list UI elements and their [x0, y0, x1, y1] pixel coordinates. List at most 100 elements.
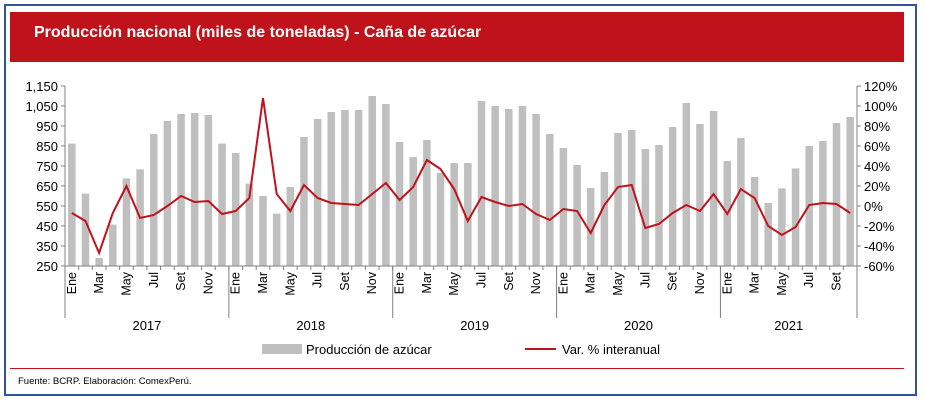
production-bar — [696, 124, 704, 266]
production-bar — [423, 140, 431, 266]
production-bar — [327, 112, 336, 266]
x-month-label: May — [447, 271, 461, 295]
left-axis-tick-label: 950 — [36, 119, 58, 134]
x-month-label: Nov — [365, 271, 379, 294]
production-bar — [477, 101, 486, 266]
x-month-label: Mar — [420, 272, 434, 294]
production-bar — [122, 178, 131, 266]
production-bar — [341, 110, 349, 266]
x-month-label: May — [119, 271, 133, 295]
left-axis-tick-label: 450 — [36, 219, 58, 234]
production-bar — [163, 121, 172, 266]
production-bar — [409, 157, 417, 266]
production-bar — [464, 163, 472, 266]
right-axis-tick-label: -60% — [864, 259, 895, 274]
right-axis-tick-label: -20% — [864, 219, 895, 234]
production-bar — [354, 110, 363, 266]
right-axis-tick-label: 100% — [864, 99, 898, 114]
production-bar — [559, 148, 568, 266]
production-bar — [68, 143, 76, 266]
production-bar — [641, 149, 650, 266]
x-month-label: May — [283, 271, 297, 295]
production-bar — [81, 193, 90, 266]
left-axis-tick-label: 750 — [36, 159, 58, 174]
production-bar — [272, 213, 281, 266]
production-bar — [313, 119, 322, 266]
x-month-label: May — [775, 271, 789, 295]
production-bar — [245, 183, 254, 266]
production-bar — [791, 168, 800, 266]
right-axis-tick-label: 60% — [864, 139, 890, 154]
x-month-label: Mar — [748, 272, 762, 294]
left-axis-tick-label: 350 — [36, 239, 58, 254]
production-bar — [668, 127, 677, 266]
production-bar — [846, 117, 854, 266]
left-axis-tick-label: 1,050 — [25, 99, 58, 114]
x-month-label: Jul — [147, 272, 161, 288]
production-bar — [655, 145, 663, 266]
production-bar — [778, 188, 786, 266]
production-bar — [546, 134, 554, 266]
x-month-label: Mar — [584, 272, 598, 294]
yoy-line — [71, 97, 851, 256]
source-note: Fuente: BCRP. Elaboración: ComexPerú. — [18, 376, 192, 387]
production-bar — [218, 143, 226, 266]
production-bar — [395, 142, 404, 266]
production-bar — [204, 115, 213, 266]
right-axis-tick-label: 0% — [864, 199, 883, 214]
x-month-label: Jul — [638, 272, 652, 288]
left-axis-tick-label: 250 — [36, 259, 58, 274]
production-bar — [436, 173, 445, 266]
production-bar — [286, 187, 295, 266]
production-bar — [614, 133, 622, 266]
x-month-label: Nov — [201, 271, 215, 294]
x-month-label: May — [611, 271, 625, 295]
production-bar — [491, 106, 499, 266]
legend-bar-label: Producción de azúcar — [306, 342, 432, 357]
right-axis-tick-label: -40% — [864, 239, 895, 254]
x-month-label: Ene — [720, 272, 734, 294]
x-year-label: 2019 — [460, 318, 489, 333]
x-month-label: Jul — [311, 272, 325, 288]
production-bar — [368, 96, 376, 266]
production-bar — [600, 172, 609, 266]
production-bar — [518, 106, 527, 266]
x-month-label: Set — [502, 271, 516, 290]
x-year-label: 2021 — [774, 318, 803, 333]
x-month-label: Ene — [65, 272, 79, 294]
production-bar — [586, 188, 595, 266]
production-bar — [573, 165, 581, 266]
left-axis-tick-label: 550 — [36, 199, 58, 214]
right-axis-tick-label: 40% — [864, 159, 890, 174]
production-bar — [750, 177, 759, 266]
x-month-label: Mar — [92, 272, 106, 294]
production-bar — [150, 134, 158, 266]
right-axis-tick-label: 80% — [864, 119, 890, 134]
production-bar — [832, 123, 841, 266]
production-bar — [382, 104, 390, 266]
production-bar — [95, 258, 103, 266]
x-month-label: Ene — [556, 272, 570, 294]
production-bar — [300, 137, 308, 266]
production-bar — [231, 153, 240, 266]
x-year-label: 2020 — [624, 318, 653, 333]
production-bar — [190, 113, 199, 266]
production-bar — [682, 103, 691, 266]
x-month-label: Set — [174, 271, 188, 290]
x-month-label: Nov — [693, 271, 707, 294]
chart-title: Producción nacional (miles de toneladas)… — [34, 24, 482, 41]
x-month-label: Set — [830, 271, 844, 290]
right-axis-tick-label: 20% — [864, 179, 890, 194]
x-month-label: Ene — [393, 272, 407, 294]
production-bar — [764, 203, 772, 266]
source-divider — [10, 368, 904, 369]
production-bar — [450, 163, 458, 266]
x-month-label: Set — [338, 271, 352, 290]
x-month-label: Set — [666, 271, 680, 290]
production-bar — [532, 114, 540, 266]
production-bar — [109, 224, 117, 266]
left-axis-tick-label: 850 — [36, 139, 58, 154]
legend-line-label: Var. % interanual — [562, 342, 660, 357]
legend-bar-swatch — [262, 344, 302, 354]
x-year-label: 2017 — [132, 318, 161, 333]
